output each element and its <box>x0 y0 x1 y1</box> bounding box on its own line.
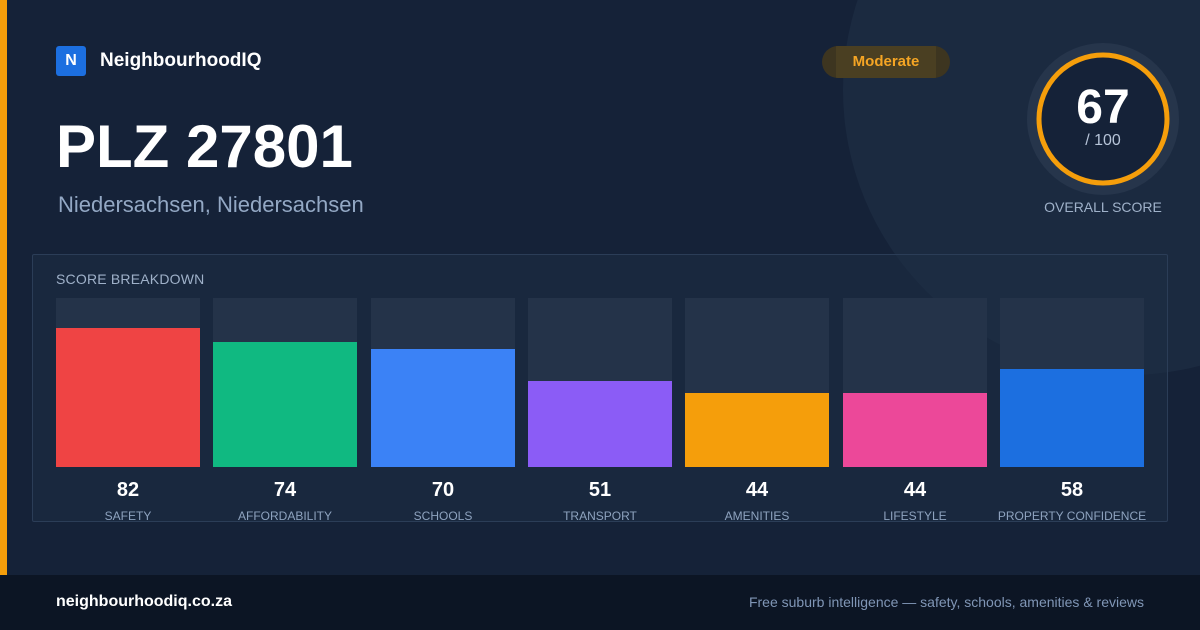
bar-value-label: 51 <box>588 479 612 501</box>
bar <box>685 393 829 467</box>
bar-track <box>843 298 987 467</box>
accent-bar <box>0 0 7 575</box>
bar-category-label: SCHOOLS <box>413 509 473 523</box>
bar-track <box>685 298 829 467</box>
bar-category-label: AMENITIES <box>724 509 790 523</box>
bar-value-label: 70 <box>431 479 455 501</box>
brand[interactable]: N NeighbourhoodIQ <box>56 46 261 76</box>
bar-column: 58 PROPERTY CONFIDENCE <box>998 298 1146 523</box>
bar <box>843 393 987 467</box>
overall-score-max: / 100 <box>1085 132 1121 149</box>
bar-column: 74 AFFORDABILITY <box>213 298 357 523</box>
score-ring-stroke <box>1036 52 1170 186</box>
location-subtitle: Niedersachsen, Niedersachsen <box>58 192 364 217</box>
bar-category-label: LIFESTYLE <box>883 509 947 523</box>
bar <box>371 349 515 467</box>
bar-track <box>213 298 357 467</box>
bar-value-label: 44 <box>745 479 769 501</box>
bar-track <box>528 298 672 467</box>
bar-column: 70 SCHOOLS <box>371 298 515 523</box>
brand-logo-icon: N <box>56 46 86 76</box>
rating-badge-highlight <box>836 46 936 78</box>
bar-category-label: SAFETY <box>104 509 152 523</box>
bar-value-label: 44 <box>903 479 927 501</box>
overall-score-caption: OVERALL SCORE <box>1044 199 1162 215</box>
score-ring-inner <box>1040 56 1166 182</box>
footer: neighbourhoodiq.co.za Free suburb intell… <box>0 575 1200 630</box>
footer-url-link[interactable]: neighbourhoodiq.co.za <box>56 593 232 610</box>
overall-score-value: 67 <box>1076 81 1130 134</box>
bar-category-label: TRANSPORT <box>563 509 637 523</box>
bar <box>528 381 672 467</box>
bar-column: 82 SAFETY <box>56 298 200 523</box>
bar-category-label: PROPERTY CONFIDENCE <box>997 509 1147 523</box>
score-breakdown-chart: 82 SAFETY 74 AFFORDABILITY 70 SCHOOLS 51 TRANSP… <box>56 298 1146 523</box>
page-title: PLZ 27801 <box>56 113 353 180</box>
bar-track <box>1000 298 1144 467</box>
rating-badge-label: Moderate <box>852 53 920 70</box>
brand-name: NeighbourhoodIQ <box>100 50 262 71</box>
bar-track <box>371 298 515 467</box>
bar-value-label: 74 <box>273 479 297 501</box>
bar-track <box>56 298 200 467</box>
rating-badge: Moderate <box>822 46 950 78</box>
bar-column: 44 LIFESTYLE <box>843 298 987 523</box>
bar-column: 44 AMENITIES <box>685 298 829 523</box>
bar-category-label: AFFORDABILITY <box>237 509 332 523</box>
score-ring <box>1027 43 1179 195</box>
footer-tagline: Free suburb intelligence — safety, schoo… <box>748 594 1144 610</box>
bar-value-label: 58 <box>1060 479 1084 501</box>
bar <box>213 342 357 467</box>
bar <box>56 328 200 467</box>
bar <box>1000 369 1144 467</box>
bar-value-label: 82 <box>116 479 140 501</box>
score-breakdown-heading: SCORE BREAKDOWN <box>56 271 205 287</box>
bar-column: 51 TRANSPORT <box>528 298 672 523</box>
